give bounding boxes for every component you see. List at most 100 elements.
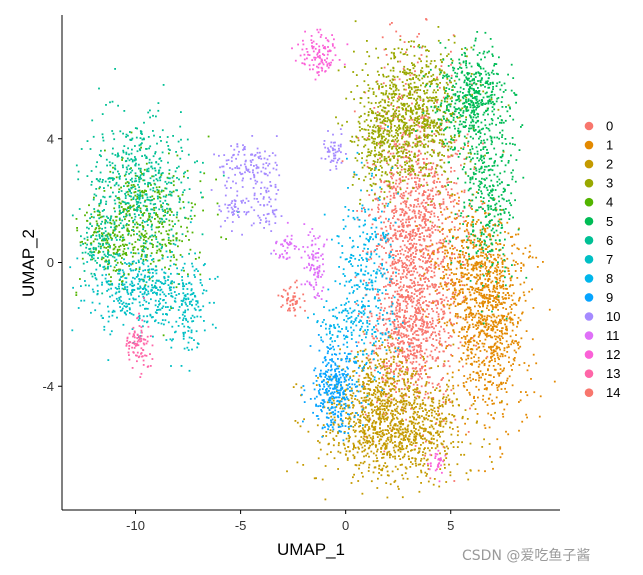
cluster-0-point — [412, 262, 415, 264]
cluster-1-point — [427, 253, 430, 255]
cluster-1-point — [483, 202, 486, 204]
cluster-2-point — [407, 430, 410, 433]
cluster-0-point — [411, 244, 414, 247]
cluster-3-point — [443, 170, 446, 173]
cluster-1-point — [467, 276, 470, 279]
cluster-0-point — [403, 341, 405, 344]
cluster-2-point — [389, 441, 392, 443]
cluster-3-point — [458, 116, 461, 119]
cluster-1-point — [499, 446, 502, 449]
cluster-3-point — [411, 129, 413, 131]
cluster-2-point — [465, 472, 468, 475]
cluster-1-point — [490, 319, 493, 322]
cluster-0-point — [415, 243, 418, 245]
cluster-1-point — [461, 291, 464, 293]
cluster-2-point — [361, 450, 364, 453]
cluster-0-point — [417, 162, 420, 165]
cluster-0-point — [423, 287, 425, 290]
cluster-2-point — [401, 431, 404, 434]
cluster-1-point — [503, 349, 506, 352]
cluster-1-point — [459, 264, 462, 267]
cluster-3-point — [392, 108, 395, 111]
cluster-0-point — [417, 183, 420, 186]
cluster-2-point — [377, 398, 380, 400]
cluster-2-point — [376, 413, 379, 416]
cluster-2-point — [339, 451, 342, 454]
cluster-2-point — [402, 477, 405, 480]
cluster-2-point — [362, 399, 365, 402]
cluster-1-point — [439, 283, 442, 285]
cluster-2-point — [427, 480, 430, 483]
cluster-1-point — [454, 298, 457, 301]
cluster-1-point — [475, 324, 478, 327]
cluster-0-point — [419, 214, 422, 216]
cluster-0-point — [409, 236, 412, 239]
cluster-1-point — [485, 296, 487, 299]
cluster-2-point — [422, 464, 425, 467]
cluster-0-point — [375, 198, 377, 201]
cluster-1-point — [436, 248, 439, 251]
cluster-1-point — [507, 312, 510, 315]
cluster-1-point — [479, 340, 481, 342]
cluster-2-point — [422, 410, 424, 412]
cluster-0-point — [437, 193, 440, 196]
cluster-1-point — [474, 297, 476, 300]
cluster-0-point — [443, 245, 446, 248]
cluster-0-point — [451, 154, 454, 157]
cluster-1-point — [490, 357, 492, 359]
cluster-3-point — [432, 124, 435, 127]
cluster-1-point — [480, 241, 483, 243]
cluster-0-point — [393, 263, 396, 265]
cluster-0-point — [431, 224, 433, 227]
cluster-1-point — [451, 324, 454, 327]
cluster-2-point — [377, 395, 380, 398]
cluster-0-point — [390, 300, 393, 303]
cluster-2-point — [338, 365, 341, 368]
cluster-1-point — [503, 301, 506, 304]
cluster-0-point — [415, 356, 418, 359]
cluster-1-point — [493, 417, 495, 420]
cluster-3-point — [423, 92, 426, 95]
cluster-2-point — [430, 442, 433, 444]
cluster-1-point — [479, 261, 481, 264]
cluster-3-point — [416, 129, 419, 132]
cluster-3-point — [419, 166, 422, 169]
cluster-0-point — [427, 322, 429, 325]
cluster-2-point — [327, 381, 329, 383]
cluster-1-point — [464, 252, 467, 254]
cluster-0-point — [433, 274, 436, 277]
cluster-2-point — [372, 410, 374, 413]
cluster-0-point — [408, 119, 411, 122]
cluster-2-point — [386, 465, 389, 468]
cluster-1-point — [472, 378, 474, 381]
cluster-2-point — [344, 389, 347, 392]
cluster-2-point — [386, 442, 389, 445]
cluster-0-point — [401, 350, 404, 353]
cluster-0-point — [414, 368, 417, 370]
cluster-3-point — [431, 97, 433, 99]
cluster-2-point — [431, 447, 433, 449]
cluster-0-point — [407, 353, 409, 356]
cluster-0-point — [409, 191, 412, 194]
cluster-1-point — [501, 337, 504, 339]
cluster-2-point — [448, 413, 451, 416]
cluster-3-point — [414, 89, 417, 92]
cluster-3-point — [425, 163, 428, 165]
cluster-0-point — [409, 353, 412, 356]
cluster-2-point — [403, 407, 405, 409]
cluster-2-point — [407, 380, 410, 383]
cluster-0-point — [423, 184, 425, 187]
cluster-0-point — [363, 207, 365, 209]
cluster-1-point — [463, 301, 466, 304]
cluster-0-point — [409, 173, 412, 176]
cluster-2-point — [385, 482, 388, 484]
cluster-1-point — [487, 279, 489, 281]
cluster-2-point — [413, 399, 416, 402]
cluster-3-point — [413, 155, 415, 158]
cluster-0-point — [353, 110, 356, 113]
cluster-0-point — [404, 309, 406, 312]
cluster-2-point — [401, 496, 404, 499]
cluster-2-point — [460, 453, 462, 456]
cluster-2-point — [352, 406, 354, 409]
cluster-0-point — [419, 243, 421, 246]
